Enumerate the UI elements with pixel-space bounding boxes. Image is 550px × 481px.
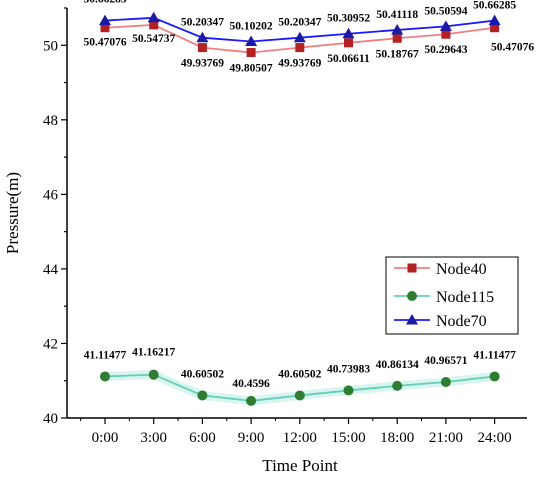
- triangle-marker: [147, 11, 160, 23]
- triangle-marker: [391, 23, 404, 35]
- circle-marker: [489, 371, 500, 382]
- triangle-marker: [439, 20, 452, 31]
- legend-item-node115: Node115: [394, 289, 494, 306]
- square-marker: [100, 23, 110, 33]
- triangle-marker: [99, 14, 111, 26]
- series-node40: [100, 20, 500, 58]
- x-tick-label: 21:00: [429, 430, 463, 446]
- circle-marker: [392, 380, 403, 391]
- x-axis-title: Time Point: [262, 456, 338, 475]
- y-tick-label: 50: [43, 38, 58, 54]
- circle-marker: [294, 390, 305, 401]
- square-marker: [344, 38, 353, 48]
- x-tick-label: 24:00: [478, 430, 512, 446]
- y-tick-label: 46: [43, 187, 59, 203]
- data-label-node70: 50.50594: [424, 5, 467, 17]
- triangle-marker: [488, 14, 501, 26]
- tick-marks: [61, 7, 496, 424]
- data-label-node40: 50.18767: [376, 48, 419, 60]
- data-label-node70: 50.41118: [376, 9, 418, 21]
- data-labels: 50.66285 50.73721 50.20347 50.10202 50.20347…: [83, 0, 534, 390]
- series-node70: [99, 11, 501, 46]
- data-label-node40: 50.54737: [132, 33, 175, 45]
- legend-triangle-marker: [406, 314, 418, 325]
- circle-marker: [440, 377, 451, 388]
- data-label-node40: 49.93769: [181, 58, 224, 70]
- triangle-marker: [245, 35, 258, 46]
- triangle-marker: [293, 31, 306, 43]
- y-tick-label: 40: [43, 411, 58, 427]
- legend-label: Node70: [436, 313, 487, 330]
- legend-label: Node40: [436, 261, 487, 278]
- data-label-node115: 41.16217: [132, 347, 175, 359]
- circle-marker: [343, 385, 354, 396]
- data-label-node115: 40.96571: [424, 355, 467, 367]
- square-marker: [441, 29, 451, 39]
- data-label-node115: 40.73983: [327, 363, 370, 375]
- legend-item-node70: Node70: [394, 313, 487, 330]
- circle-marker: [100, 371, 110, 382]
- x-tick-label: 6:00: [189, 430, 216, 446]
- data-label-node70: 50.30952: [327, 13, 370, 25]
- x-tick-label: 15:00: [331, 430, 365, 446]
- square-marker: [246, 48, 256, 58]
- data-label-node115: 41.11477: [473, 349, 516, 361]
- data-label-node115: 40.4596: [232, 378, 270, 390]
- data-label-node40: 50.06611: [327, 53, 370, 65]
- square-marker: [392, 33, 402, 43]
- legend-item-node40: Node40: [394, 261, 487, 278]
- legend: Node40 Node115 Node70: [385, 256, 519, 335]
- data-label-node115: 40.86134: [376, 359, 419, 371]
- data-label-node40: 50.47076: [491, 42, 534, 54]
- series-group: [99, 11, 501, 406]
- data-label-node40: 50.47076: [83, 37, 126, 49]
- data-label-node115: 40.60502: [278, 368, 321, 380]
- square-marker: [295, 43, 305, 53]
- triangle-marker: [342, 27, 355, 39]
- data-label-node70: 50.66285: [83, 0, 126, 6]
- data-label-node40: 49.80507: [230, 63, 273, 75]
- triangle-marker: [196, 31, 209, 43]
- y-tick-label: 44: [43, 262, 59, 278]
- legend-circle-marker: [407, 291, 417, 301]
- data-label-node70: 50.10202: [230, 20, 273, 32]
- data-label-node70: 50.20347: [278, 17, 321, 29]
- x-tick-label: 0:00: [92, 430, 119, 446]
- axes: [66, 8, 527, 419]
- y-tick-labels: 40 42 44 46 48 50: [43, 38, 59, 427]
- x-tick-label: 18:00: [380, 430, 414, 446]
- data-label-node115: 40.60502: [181, 368, 224, 380]
- data-label-node70: 50.73721: [132, 0, 175, 2]
- data-label-node70: 50.20347: [181, 17, 224, 29]
- square-marker: [197, 43, 207, 53]
- circle-marker: [148, 369, 159, 380]
- data-label-node70: 50.66285: [473, 0, 516, 12]
- legend-square-marker: [407, 263, 417, 273]
- y-tick-label: 48: [43, 113, 58, 129]
- legend-label: Node115: [436, 289, 494, 306]
- series-node115: [100, 369, 500, 406]
- data-label-node40: 49.93769: [278, 58, 321, 70]
- data-label-node115: 41.11477: [84, 349, 127, 361]
- data-label-node40: 50.29643: [424, 44, 467, 56]
- x-tick-label: 12:00: [283, 430, 317, 446]
- x-tick-label: 9:00: [238, 430, 265, 446]
- x-tick-labels: 0:00 3:00 6:00 9:00 12:00 15:00 18:00 21:00 24:0…: [92, 430, 512, 446]
- circle-marker: [197, 390, 208, 401]
- square-marker: [490, 23, 500, 33]
- square-marker: [149, 20, 159, 30]
- circle-marker: [246, 395, 257, 406]
- y-tick-label: 42: [43, 336, 58, 352]
- x-tick-label: 3:00: [140, 430, 167, 446]
- y-axis-title: Pressure(m): [3, 172, 22, 254]
